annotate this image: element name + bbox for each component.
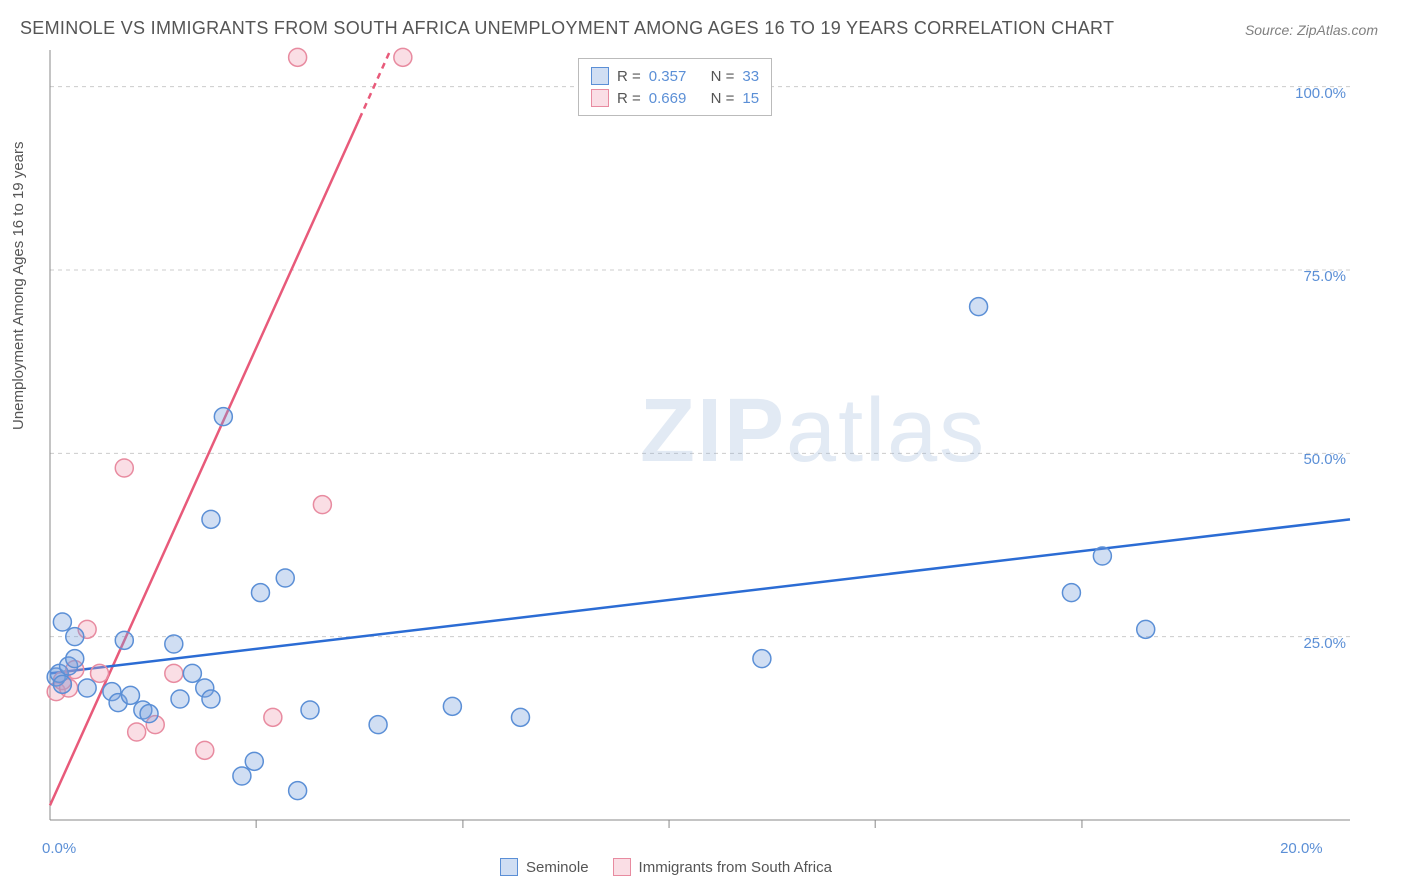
legend-swatch <box>591 67 609 85</box>
y-tick-label: 75.0% <box>1303 268 1346 285</box>
legend-row: R =0.669 N =15 <box>591 87 759 109</box>
scatter-chart <box>0 0 1406 892</box>
legend-item: Seminole <box>500 858 589 876</box>
series-legend: Seminole Immigrants from South Africa <box>500 858 832 876</box>
y-tick-label: 25.0% <box>1303 635 1346 652</box>
legend-swatch <box>613 858 631 876</box>
x-tick-label: 0.0% <box>42 840 76 857</box>
legend-swatch <box>591 89 609 107</box>
legend-label: Seminole <box>526 859 589 876</box>
y-tick-label: 50.0% <box>1303 451 1346 468</box>
legend-item: Immigrants from South Africa <box>613 858 832 876</box>
legend-label: Immigrants from South Africa <box>639 859 832 876</box>
legend-row: R =0.357 N =33 <box>591 65 759 87</box>
y-tick-label: 100.0% <box>1295 85 1346 102</box>
legend-swatch <box>500 858 518 876</box>
x-tick-label: 20.0% <box>1280 840 1323 857</box>
correlation-legend: R =0.357 N =33R =0.669 N =15 <box>578 58 772 116</box>
